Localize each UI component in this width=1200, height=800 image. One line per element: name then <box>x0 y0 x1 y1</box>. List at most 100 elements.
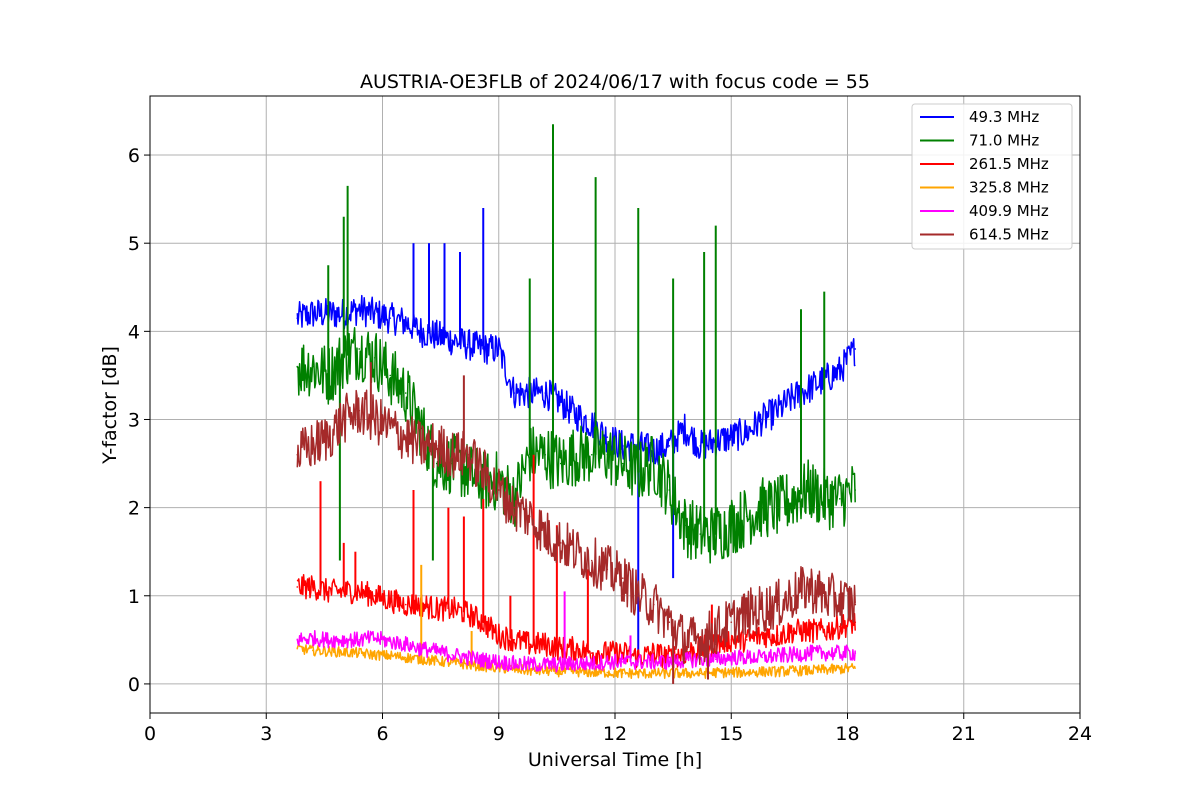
data-point <box>559 670 562 673</box>
data-point <box>652 462 655 465</box>
data-point <box>761 506 764 509</box>
series-1 <box>296 124 857 564</box>
data-point <box>838 652 841 654</box>
y-tick-label: 4 <box>128 321 140 343</box>
data-point <box>730 436 733 438</box>
data-point <box>807 630 810 632</box>
data-point <box>792 654 795 656</box>
data-point <box>482 659 485 661</box>
data-point <box>823 594 826 597</box>
data-point <box>358 590 361 593</box>
data-point <box>621 661 624 663</box>
data-point <box>590 453 593 456</box>
data-point <box>296 647 299 650</box>
data-point <box>668 661 671 663</box>
data-point <box>327 639 330 641</box>
data-point <box>714 630 717 632</box>
legend-item: 261.5 MHz <box>920 155 1049 173</box>
data-point <box>652 603 655 606</box>
y-axis-label: Y-factor [dB] <box>99 346 121 465</box>
data-point <box>807 387 810 390</box>
x-tick-label: 24 <box>1068 723 1092 745</box>
data-point <box>668 445 671 447</box>
y-tick-label: 5 <box>128 233 140 255</box>
data-point <box>854 667 857 669</box>
data-point <box>327 650 330 653</box>
data-point <box>296 453 299 456</box>
data-point <box>373 312 376 315</box>
data-point <box>854 621 857 624</box>
legend-item: 49.3 MHz <box>920 108 1039 126</box>
data-point <box>745 515 748 518</box>
data-point <box>451 339 454 341</box>
x-tick-label: 0 <box>144 723 156 745</box>
data-point <box>699 672 702 675</box>
data-point <box>544 392 547 394</box>
data-point <box>451 453 454 456</box>
data-point <box>358 652 361 654</box>
series-line <box>296 294 856 466</box>
data-point <box>311 312 314 315</box>
data-point <box>358 348 361 350</box>
data-point <box>637 661 640 663</box>
data-point <box>513 639 516 641</box>
data-point <box>451 661 454 664</box>
data-point <box>497 348 500 350</box>
data-point <box>699 533 702 535</box>
data-point <box>389 427 392 430</box>
data-point <box>652 672 655 675</box>
data-point <box>358 409 361 412</box>
legend-label: 261.5 MHz <box>969 155 1049 173</box>
data-point <box>606 652 609 654</box>
data-point <box>621 652 624 654</box>
data-point <box>296 586 299 588</box>
y-axis: 0 1 2 3 4 5 6 <box>128 145 150 696</box>
y-tick-label: 6 <box>128 145 140 167</box>
data-point <box>683 672 686 675</box>
data-point <box>606 568 609 571</box>
data-point <box>404 603 407 606</box>
data-point <box>435 660 438 662</box>
data-point <box>776 506 779 509</box>
data-point <box>776 654 779 657</box>
series-line <box>296 629 856 673</box>
data-point <box>714 658 717 661</box>
data-point <box>668 489 671 491</box>
x-tick-label: 15 <box>719 723 743 745</box>
x-axis: 0 3 6 9 12 15 18 21 24 <box>144 713 1092 745</box>
data-point <box>761 634 764 637</box>
data-point <box>761 418 764 421</box>
data-point <box>854 489 857 491</box>
data-point <box>311 649 314 652</box>
data-point <box>637 672 640 675</box>
data-point <box>730 656 733 659</box>
data-point <box>606 453 609 456</box>
data-point <box>575 670 578 673</box>
data-point <box>776 409 779 412</box>
y-tick-label: 1 <box>128 586 140 608</box>
data-point <box>652 661 655 663</box>
data-point <box>528 669 531 672</box>
x-tick-label: 3 <box>260 723 272 745</box>
legend-label: 325.8 MHz <box>969 179 1049 197</box>
data-point <box>683 639 686 641</box>
data-point <box>761 670 764 673</box>
data-point <box>420 330 423 333</box>
data-point <box>652 652 655 654</box>
y-tick-label: 0 <box>128 674 140 696</box>
data-point <box>823 630 826 632</box>
data-point <box>466 453 469 456</box>
data-point <box>513 662 516 665</box>
data-point <box>730 671 733 674</box>
data-point <box>389 654 392 657</box>
data-point <box>311 586 314 588</box>
data-point <box>544 453 547 456</box>
data-point <box>807 669 810 672</box>
data-point <box>404 656 407 659</box>
data-point <box>730 621 733 624</box>
data-point <box>714 671 717 674</box>
data-point <box>296 365 299 368</box>
data-point <box>373 654 376 656</box>
data-point <box>435 650 438 653</box>
